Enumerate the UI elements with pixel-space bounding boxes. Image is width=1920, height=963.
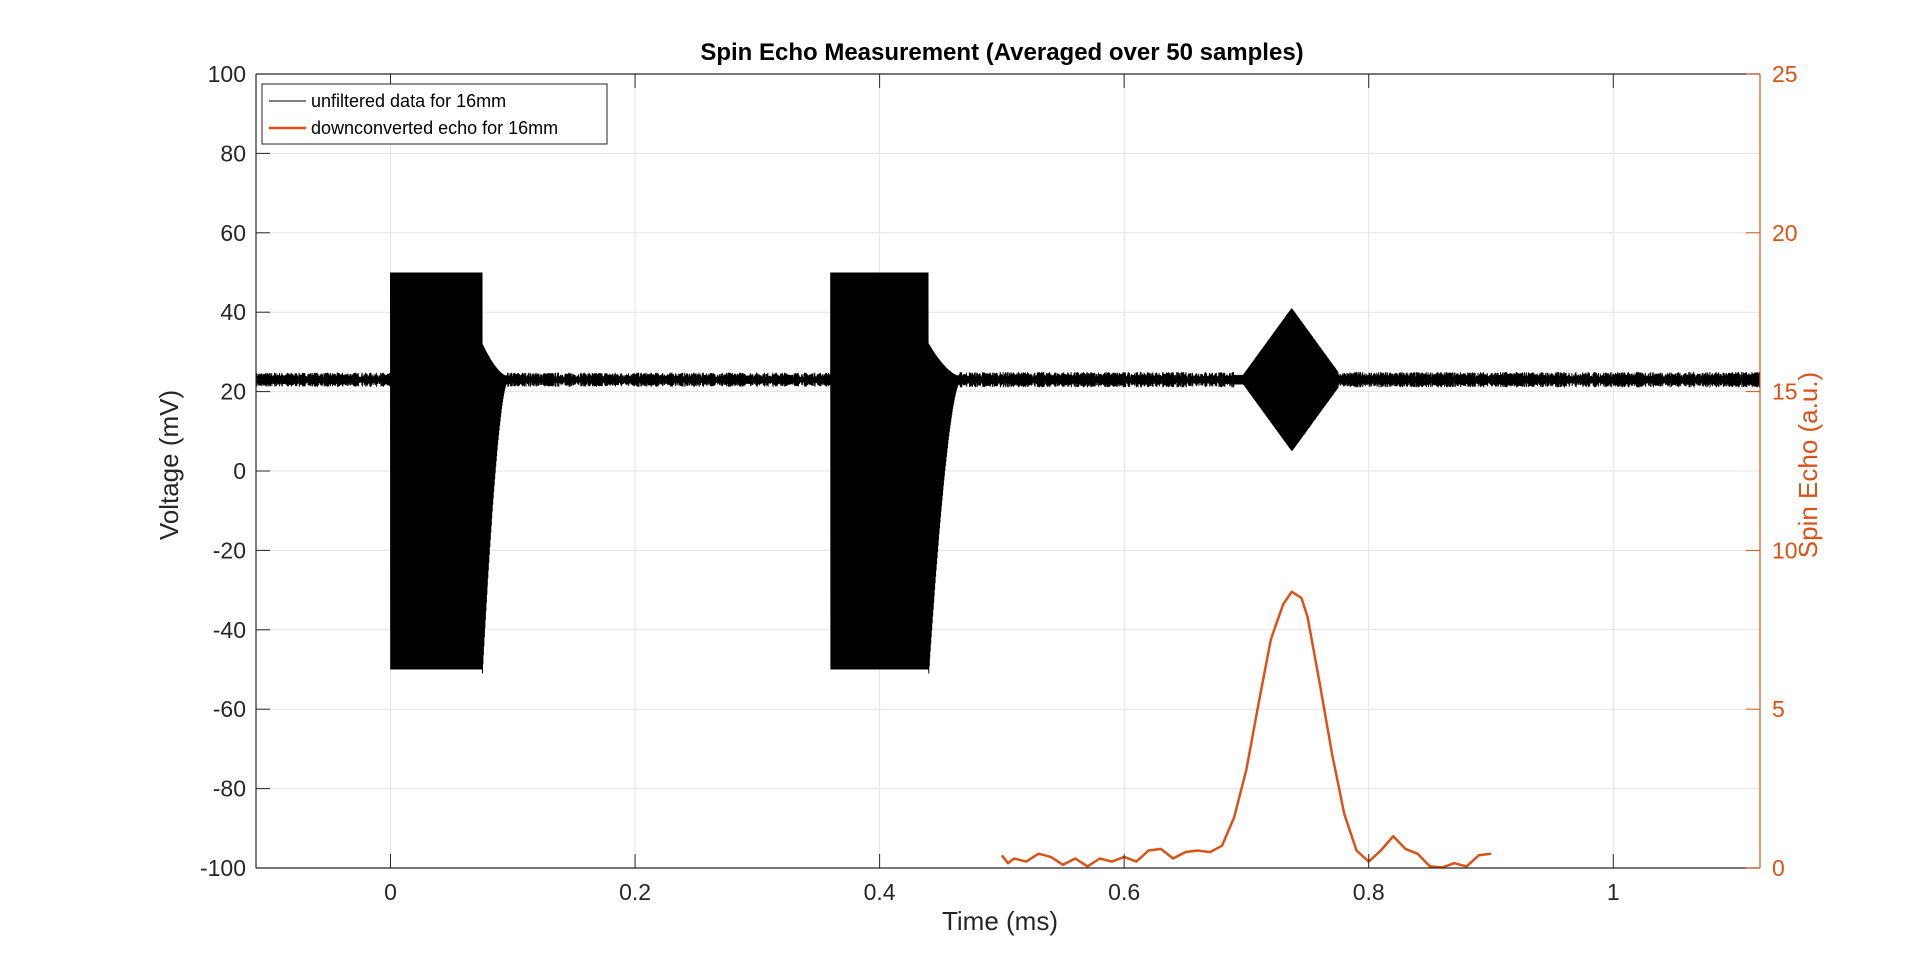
x-tick-label: 0.4: [864, 879, 896, 905]
y-tick-label-left: -60: [213, 696, 246, 722]
y-tick-label-left: 60: [220, 220, 246, 246]
y-tick-label-left: -100: [200, 855, 246, 881]
x-axis-label: Time (ms): [942, 906, 1058, 936]
y-axis-label-right: Spin Echo (a.u.): [1793, 372, 1823, 558]
y-tick-label-left: 20: [220, 379, 246, 405]
legend-label-unfiltered: unfiltered data for 16mm: [311, 91, 506, 111]
series-unfiltered-line: [255, 272, 1761, 674]
y-tick-label-left: -80: [213, 776, 246, 802]
y-tick-label-right: 10: [1772, 537, 1798, 563]
grid-lines: [256, 73, 1760, 869]
y-tick-label-right: 5: [1772, 696, 1785, 722]
x-tick-label: 0.2: [619, 879, 651, 905]
y-tick-label-left: 100: [208, 61, 246, 87]
y-tick-label-left: -20: [213, 537, 246, 563]
x-tick-label: 0: [384, 879, 397, 905]
y-axis-label-left: Voltage (mV): [154, 390, 184, 540]
y-tick-label-left: 40: [220, 299, 246, 325]
legend: unfiltered data for 16mm downconverted e…: [261, 83, 608, 145]
series-echo-line: [1000, 590, 1492, 869]
y-tick-label-right: 15: [1772, 379, 1798, 405]
chart-title: Spin Echo Measurement (Averaged over 50 …: [700, 39, 1303, 66]
axes: [255, 73, 1761, 869]
legend-label-echo: downconverted echo for 16mm: [311, 118, 558, 138]
y-tick-label-left: 0: [233, 458, 246, 484]
legend-box: [261, 83, 608, 145]
y-tick-label-left: 80: [220, 140, 246, 166]
y-tick-label-right: 0: [1772, 855, 1785, 881]
tick-labels: 0 0.2 0.4 0.6 0.8 1100806040200-20-40-60-80-1…: [200, 61, 1798, 905]
x-tick-label: 0.8: [1353, 879, 1385, 905]
plot-series: [255, 272, 1761, 869]
y-tick-label-right: 25: [1772, 61, 1798, 87]
x-tick-label: 0.6: [1108, 879, 1140, 905]
y-tick-label-left: -40: [213, 617, 246, 643]
y-tick-label-right: 20: [1772, 220, 1798, 246]
x-tick-label: 1: [1607, 879, 1620, 905]
